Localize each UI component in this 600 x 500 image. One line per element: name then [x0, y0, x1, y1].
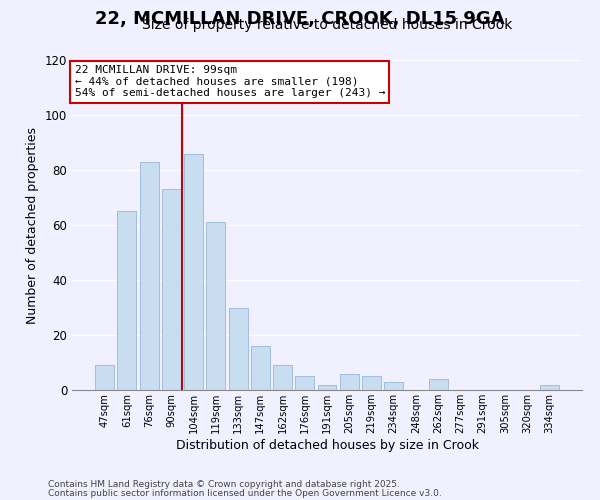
Bar [140, 162, 158, 390]
Bar [118, 211, 136, 390]
Bar [229, 308, 248, 390]
Bar [162, 189, 181, 390]
Text: 22, MCMILLAN DRIVE, CROOK, DL15 9GA: 22, MCMILLAN DRIVE, CROOK, DL15 9GA [95, 10, 505, 28]
Y-axis label: Number of detached properties: Number of detached properties [26, 126, 39, 324]
Bar [540, 384, 559, 390]
Bar [362, 376, 381, 390]
Bar [273, 365, 292, 390]
Text: 22 MCMILLAN DRIVE: 99sqm
← 44% of detached houses are smaller (198)
54% of semi-: 22 MCMILLAN DRIVE: 99sqm ← 44% of detach… [74, 65, 385, 98]
Bar [206, 222, 225, 390]
Bar [251, 346, 270, 390]
Bar [295, 376, 314, 390]
Bar [184, 154, 203, 390]
Text: Contains HM Land Registry data © Crown copyright and database right 2025.: Contains HM Land Registry data © Crown c… [48, 480, 400, 489]
Text: Contains public sector information licensed under the Open Government Licence v3: Contains public sector information licen… [48, 489, 442, 498]
Bar [317, 384, 337, 390]
Bar [95, 365, 114, 390]
Bar [340, 374, 359, 390]
X-axis label: Distribution of detached houses by size in Crook: Distribution of detached houses by size … [176, 438, 479, 452]
Bar [429, 379, 448, 390]
Title: Size of property relative to detached houses in Crook: Size of property relative to detached ho… [142, 18, 512, 32]
Bar [384, 382, 403, 390]
